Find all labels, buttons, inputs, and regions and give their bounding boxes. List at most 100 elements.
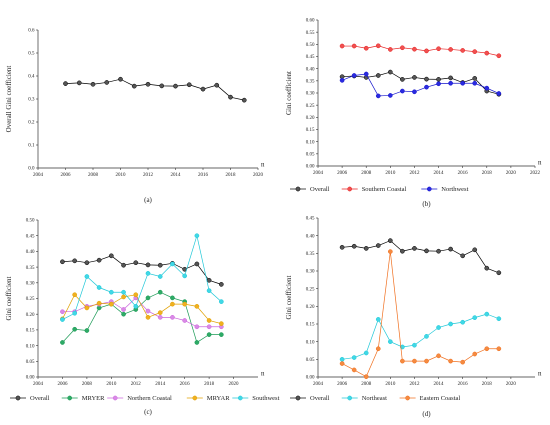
y-tick-label: 0.30: [26, 282, 35, 287]
y-tick-label: 0.55: [306, 31, 315, 36]
data-point: [241, 97, 247, 103]
y-tick-label: 0.30: [306, 270, 315, 275]
series-line: [342, 240, 499, 274]
data-point: [436, 46, 441, 52]
data-point: [84, 328, 90, 333]
data-point: [157, 289, 163, 295]
panel-label: (a): [144, 196, 152, 204]
chart-panel: 0.00 0.05 0.10 0.15 0.20 0.25 0.30 0.35 0.40 0.45…: [285, 19, 542, 208]
data-point: [170, 295, 175, 301]
x-tick-label: 2010: [116, 173, 127, 178]
data-point: [218, 332, 224, 337]
x-tick-label: 2006: [337, 382, 348, 387]
y-tick-label: 0.00: [306, 165, 315, 170]
data-point: [436, 248, 441, 254]
data-point: [351, 43, 357, 49]
data-point: [424, 76, 429, 82]
x-tick-label: 2014: [434, 171, 445, 176]
legend: Overall MRYER Northern Coastal MRYAR Southwe…: [10, 395, 280, 402]
y-tick-label: 0.50: [306, 43, 315, 48]
legend: Overall Northeast Eastern Coastal: [290, 395, 460, 402]
data-point: [63, 81, 68, 86]
data-point: [424, 248, 429, 254]
data-point: [133, 292, 139, 298]
data-point: [460, 319, 466, 325]
data-point: [84, 260, 90, 266]
data-point: [170, 314, 175, 320]
y-tick-label: 0.50: [26, 219, 35, 224]
data-point: [145, 295, 151, 301]
legend-marker: [295, 395, 301, 401]
y-axis-label: Gini coefficient: [285, 275, 293, 319]
series-line: [341, 251, 499, 378]
y-tick-label: 0.40: [306, 234, 315, 239]
data-point: [472, 76, 478, 81]
x-tick-label: 2018: [482, 382, 493, 387]
data-point: [387, 339, 393, 345]
data-point: [157, 274, 163, 279]
data-point: [375, 317, 381, 322]
data-point: [400, 45, 405, 51]
x-tick-label: 2014: [155, 382, 166, 387]
data-point: [412, 75, 417, 80]
data-point: [424, 48, 429, 54]
data-point: [60, 309, 65, 315]
data-point: [387, 93, 393, 98]
panel-label: (d): [422, 410, 431, 418]
x-tick-label: 2022: [530, 171, 541, 176]
data-point: [96, 257, 102, 263]
data-point: [363, 350, 369, 356]
y-tick-label: 0.45: [306, 55, 315, 60]
x-tick-label: 2018: [482, 171, 493, 176]
data-point: [472, 247, 478, 253]
data-point: [351, 243, 357, 249]
x-axis-label: n: [538, 159, 542, 167]
series-line: [62, 255, 222, 285]
data-point: [200, 86, 206, 92]
y-tick-label: 0.40: [26, 250, 35, 255]
x-tick-label: 2006: [337, 171, 348, 176]
y-tick-label: 0.25: [306, 287, 315, 292]
series-line: [62, 297, 222, 328]
x-axis-label: n: [538, 370, 542, 378]
data-point: [448, 75, 453, 81]
x-tick-label: 2020: [506, 171, 517, 176]
data-point: [228, 94, 233, 100]
data-point: [351, 355, 357, 360]
data-point: [460, 253, 466, 259]
data-point: [186, 82, 192, 88]
data-point: [131, 83, 137, 89]
y-tick-label: 0.10: [26, 344, 35, 349]
legend-marker: [295, 186, 301, 192]
data-point: [412, 89, 417, 95]
data-point: [72, 292, 78, 298]
x-tick-label: 2016: [180, 382, 191, 387]
data-point: [145, 314, 151, 320]
x-tick-label: 2008: [82, 382, 93, 387]
legend-label: Eastern Coastal: [420, 395, 461, 402]
x-axis-label: n: [261, 370, 265, 378]
data-point: [84, 305, 90, 311]
legend-marker: [15, 395, 21, 401]
data-point: [472, 49, 478, 54]
x-tick-label: 2012: [143, 173, 154, 178]
legend-marker: [192, 395, 198, 401]
data-point: [170, 261, 175, 267]
data-point: [375, 93, 381, 99]
data-point: [400, 358, 405, 364]
data-point: [339, 356, 345, 362]
data-point: [108, 301, 114, 307]
data-point: [157, 262, 163, 268]
x-tick-label: 2020: [229, 382, 240, 387]
data-point: [170, 301, 175, 307]
data-point: [496, 53, 502, 59]
x-tick-label: 2010: [385, 171, 396, 176]
legend-label: Southwest: [252, 395, 279, 402]
data-point: [206, 318, 212, 323]
legend: Overall Southern Coastal Northwest: [290, 186, 469, 193]
y-tick-label: 0.5: [28, 52, 35, 57]
data-point: [339, 77, 345, 83]
data-point: [182, 301, 188, 307]
legend-marker: [347, 186, 353, 192]
y-tick-label: 0.40: [306, 67, 315, 72]
